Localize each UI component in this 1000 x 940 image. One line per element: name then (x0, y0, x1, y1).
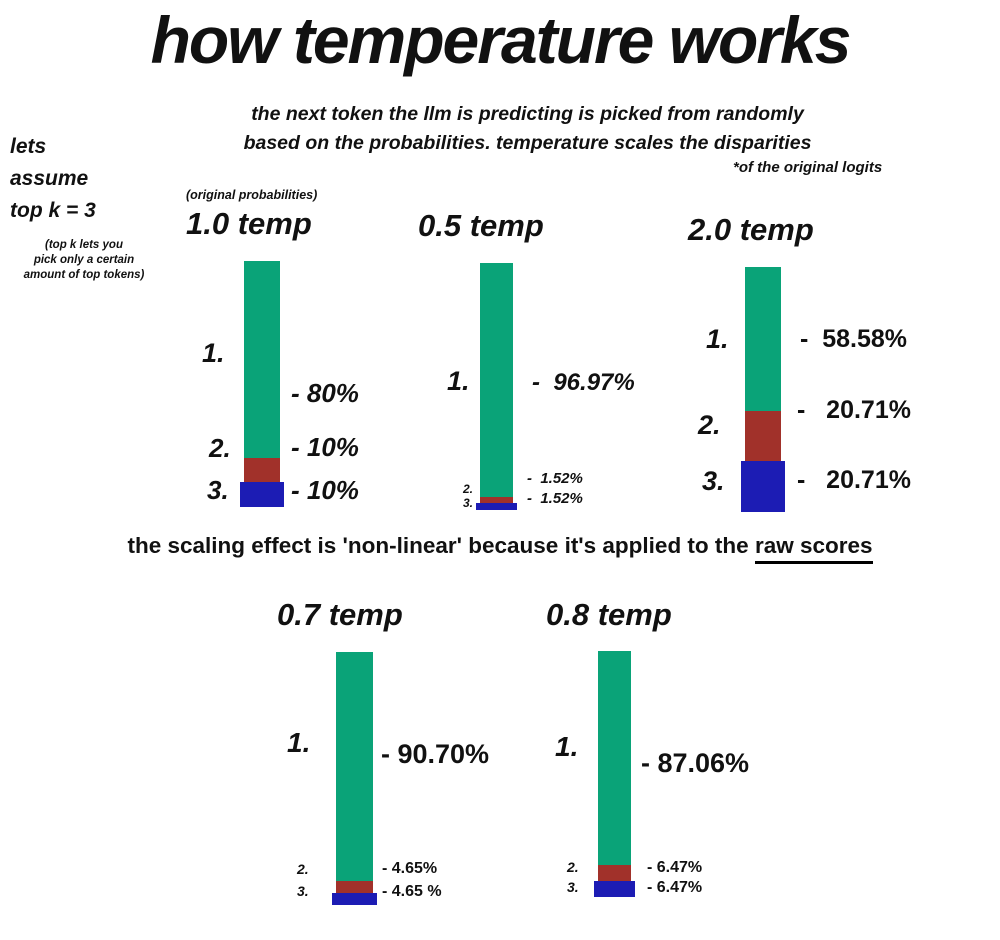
probability-bar-2-0-temp (740, 267, 786, 512)
value-label: - 4.65% (382, 860, 438, 877)
chart-title-1-0-temp: 1.0 temp (186, 206, 312, 241)
subtitle-line-1: the next token the llm is predicting is … (251, 103, 804, 125)
bar-segment-rank1 (336, 652, 373, 882)
chart-title-2-0-temp: 2.0 temp (688, 212, 814, 247)
scaling-note-text: the scaling effect is 'non-linear' becau… (127, 533, 755, 558)
assume-block: lets assume top k = 3 (10, 131, 96, 227)
rank-label: 2. (209, 433, 231, 463)
chart-title-0-8-temp: 0.8 temp (546, 597, 672, 632)
bar-segment-rank1 (745, 267, 781, 411)
rank-label: 2. (698, 410, 721, 440)
bar-segment-rank1 (598, 651, 631, 866)
assume-line-1: lets (10, 135, 47, 158)
probability-bar-1-0-temp (239, 261, 285, 507)
value-label: - 58.58% (800, 325, 908, 353)
page-title: how temperature works (150, 3, 852, 77)
value-label: - 10% (291, 475, 359, 505)
probability-bar-0-7-temp (331, 652, 378, 905)
rank-label: 2. (297, 861, 309, 877)
bar-segment-rank3 (331, 893, 378, 905)
value-label: - 20.71% (797, 466, 911, 494)
rank-label: 1. (555, 731, 579, 762)
rank-label: 1. (287, 727, 311, 758)
value-label: - 10% (291, 432, 359, 462)
subtitle-line-2: based on the probabilities. temperature … (243, 132, 812, 154)
value-label: - 6.47% (647, 879, 703, 896)
scaling-note-underlined: raw scores (754, 533, 873, 564)
value-label: - 20.71% (797, 396, 911, 424)
value-label: - 1.52% (527, 470, 583, 487)
value-label: - 80% (291, 378, 359, 408)
value-label: - 96.97% (532, 369, 635, 396)
scaling-note: the scaling effect is 'non-linear' becau… (0, 533, 1000, 564)
value-label: - 90.70% (381, 739, 490, 769)
rank-label: 1. (202, 338, 225, 368)
value-label: - 6.47% (647, 859, 703, 876)
assume-line-2: assume (10, 167, 89, 190)
value-label: - 87.06% (641, 748, 750, 778)
top-k-note: (top k lets you pick only a certain amou… (23, 239, 145, 281)
bar-segment-rank2 (745, 410, 781, 462)
rank-label: 2. (463, 482, 474, 496)
rank-label: 3. (567, 879, 579, 895)
bar-segment-rank3 (239, 482, 285, 507)
chart-title-0-5-temp: 0.5 temp (418, 208, 544, 243)
subtitle: the next token the llm is predicting is … (55, 100, 1000, 158)
rank-label: 3. (297, 883, 309, 899)
bar-segment-rank1 (480, 263, 513, 497)
bar-segment-rank2 (244, 457, 280, 483)
probability-bar-0-5-temp (476, 263, 517, 510)
bar-segment-rank3 (476, 503, 517, 510)
rank-label: 1. (447, 366, 470, 396)
original-probabilities-label: (original probabilities) (186, 188, 318, 202)
rank-label: 3. (702, 466, 725, 496)
probability-bar-0-8-temp (594, 651, 635, 897)
bar-segment-rank2 (336, 881, 373, 894)
bar-segment-rank1 (244, 261, 280, 458)
value-label: - 4.65 % (382, 883, 442, 900)
bar-segment-rank3 (594, 881, 635, 897)
bar-segment-rank2 (598, 865, 631, 882)
bar-segment-rank2 (480, 496, 513, 504)
rank-label: 3. (207, 475, 229, 505)
bar-segment-rank3 (740, 461, 786, 512)
chart-title-0-7-temp: 0.7 temp (277, 597, 403, 632)
rank-label: 3. (463, 496, 474, 510)
rank-label: 1. (706, 324, 729, 354)
value-label: - 1.52% (527, 490, 583, 507)
assume-line-3: top k = 3 (10, 199, 96, 222)
rank-label: 2. (567, 859, 579, 875)
logits-footnote: *of the original logits (733, 159, 883, 176)
